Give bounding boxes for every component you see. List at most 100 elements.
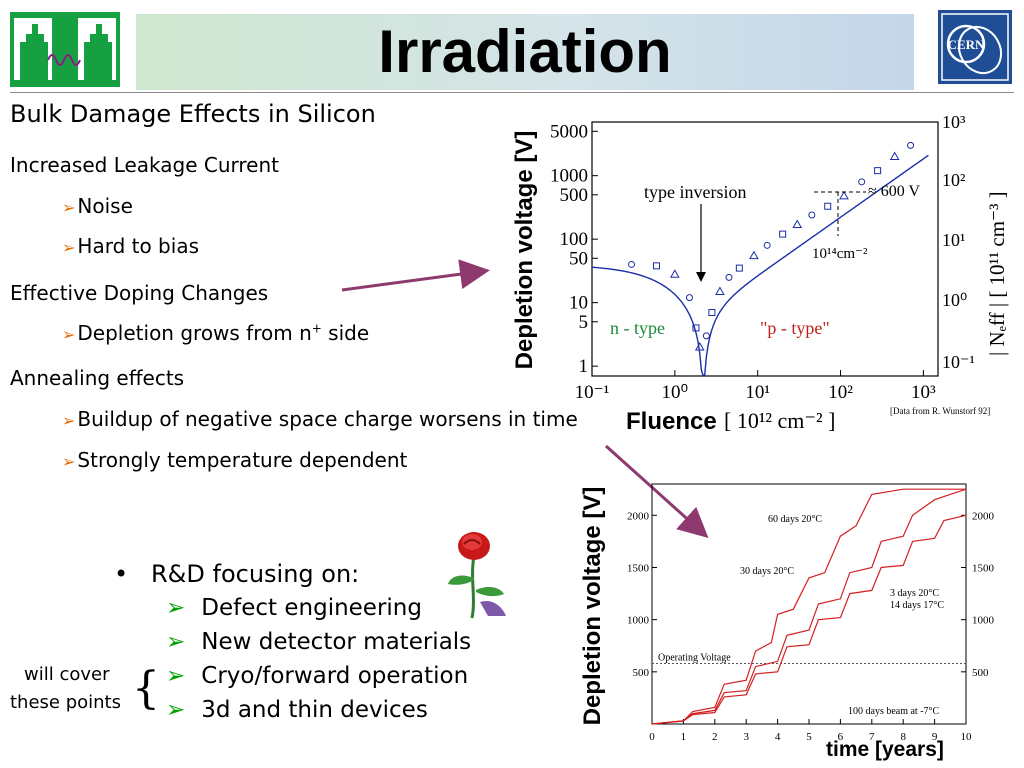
chart2-xtick-label: 8 [900, 731, 906, 743]
bullet-temp: ➢ Strongly temperature dependent [62, 448, 407, 472]
chart2-ytick-label-right: 1000 [972, 615, 995, 627]
chart2-xtick-label: 2 [712, 731, 718, 743]
chart1-ytick-label: 100 [560, 229, 589, 250]
rd-bullet-dot: • [114, 560, 129, 588]
bullet-depletion-text: Depletion grows from n [77, 321, 312, 345]
chart1-point [907, 141, 915, 149]
rose-image [440, 528, 514, 620]
chart2-annot-60: 60 days 20°C [768, 514, 822, 525]
chart2-xtick-label: 7 [869, 731, 875, 743]
chart2-ytick-label-right: 2000 [972, 510, 995, 522]
bullet-buildup: ➢ Buildup of negative space charge worsen… [62, 407, 578, 431]
chart1-point [889, 151, 900, 161]
bullet-bias-text: Hard to bias [77, 234, 199, 258]
chart1-ytick-label: 10 [569, 293, 588, 314]
chart1-frame [591, 121, 939, 377]
chart1-source: [Data from R. Wunstorf 92] [890, 406, 990, 416]
chart2-depletion-vs-time: 2000 2000 1500 1500 1000 1000 500 500 0 1 2 3 4 5 6 7 8 9… [627, 483, 995, 761]
header-divider [10, 92, 1014, 93]
chart1-rtick-label: 10⁰ [942, 290, 967, 310]
chart1-curve [591, 154, 929, 376]
chart2-annot-3: 3 days 20°C [890, 588, 939, 599]
chart1-point [763, 241, 771, 249]
chart1-point [708, 309, 716, 316]
chart1-point [858, 178, 866, 186]
chart1-point [874, 167, 882, 175]
chart2-annot-beam: 100 days beam at -7°C [848, 706, 940, 717]
chart1-region-p: "p - type" [760, 318, 830, 338]
bullet-depletion-sup: + [311, 321, 322, 336]
chart1-point [749, 250, 759, 260]
chart1-xtick-label: 10³ [911, 382, 936, 403]
chart1-point [824, 202, 832, 210]
bullet-arrow-icon: ➢ [62, 325, 76, 344]
chart2-xtick-label: 1 [681, 731, 687, 743]
chart1-xlabel-unit: [ 10¹² cm⁻² ] [724, 408, 835, 433]
chart1-point [735, 264, 743, 272]
rd-arrow-icon: ➢ [166, 595, 186, 621]
bullet-temp-text: Strongly temperature dependent [77, 448, 408, 472]
chart1-ytick-label: 1 [579, 356, 589, 377]
chart1-annot-600: ≈ 600 V [868, 183, 920, 200]
arrow-to-chart2 [604, 444, 709, 539]
institute-logo [10, 12, 120, 87]
chart1-annot-fluence: 10¹⁴cm⁻² [812, 246, 868, 262]
rd-heading: R&D focusing on: [151, 560, 360, 588]
arrow-to-chart1 [341, 259, 490, 292]
chart1-point [628, 260, 636, 268]
bullet-annealing: Annealing effects [10, 366, 185, 390]
bullet-arrow-icon: ➢ [62, 198, 76, 217]
rd-item: ➢ Defect engineering [166, 595, 422, 621]
chart2-xtick-label: 10 [961, 731, 973, 743]
chart1-annot-inversion: type inversion [644, 182, 746, 202]
chart1-point [839, 190, 849, 200]
chart1-rtick-label: 10³ [942, 112, 966, 132]
chart1-region-n: n - type [610, 318, 665, 338]
chart1-ytick-label: 5 [579, 312, 589, 333]
bullet-arrow-icon: ➢ [62, 238, 76, 257]
cern-logo-text: CERN [948, 37, 985, 52]
chart2-xtick-label: 9 [932, 731, 938, 743]
bullet-bias: ➢ Hard to bias [62, 234, 199, 258]
chart1-point [792, 219, 803, 229]
chart1-xlabel: Fluence [626, 408, 717, 435]
bullet-leakage: Increased Leakage Current [10, 153, 280, 177]
chart1-xtick-label: 10⁰ [662, 382, 689, 403]
chart2-series-line [651, 488, 966, 725]
chart2-xlabel: time [years] [826, 738, 944, 761]
chart2-ytick-label: 1000 [627, 615, 650, 627]
note-line2: these points [10, 692, 121, 713]
rd-item: ➢ 3d and thin devices [166, 697, 428, 723]
rd-item-text: Cryo/forward operation [201, 663, 469, 689]
chart1-ytick-label: 500 [560, 185, 589, 206]
chart2-xtick-label: 4 [775, 731, 781, 743]
chart1-inversion-arrowhead [696, 272, 706, 282]
cern-logo: CERN [938, 10, 1012, 84]
chart1-point [779, 230, 787, 238]
chart2-xtick-label: 3 [743, 731, 749, 743]
chart2-xtick-label: 0 [649, 731, 655, 743]
chart1-xtick-label: 10⁻¹ [575, 382, 610, 403]
chart1-right-ylabel: | Nₑff | [ 10¹¹ cm⁻³ ] [985, 191, 1009, 356]
title-bar [136, 14, 914, 90]
bullet-depletion: ➢ Depletion grows from n+ side [62, 321, 369, 345]
chart1-point [725, 273, 733, 281]
chart2-ylabel: Depletion voltage [V] [579, 486, 606, 726]
chart1-ylabel: Depletion voltage [V] [511, 130, 538, 370]
rd-item-text: 3d and thin devices [201, 697, 428, 723]
bullet-buildup-text: Buildup of negative space charge worsens… [77, 407, 578, 431]
chart1-xtick-label: 10² [828, 382, 853, 403]
brace-icon: { [132, 663, 160, 714]
chart1-point [702, 332, 710, 340]
note-line1: will cover [24, 664, 110, 685]
bullet-arrow-icon: ➢ [62, 411, 76, 430]
chart1-rtick-label: 10² [942, 170, 965, 190]
chart2-annot-30: 30 days 20°C [740, 566, 794, 577]
bullet-noise-text: Noise [77, 194, 133, 218]
chart1-point [694, 342, 705, 351]
chart1-point [652, 262, 660, 270]
chart1-point [685, 294, 693, 302]
chart2-xtick-label: 5 [806, 731, 812, 743]
